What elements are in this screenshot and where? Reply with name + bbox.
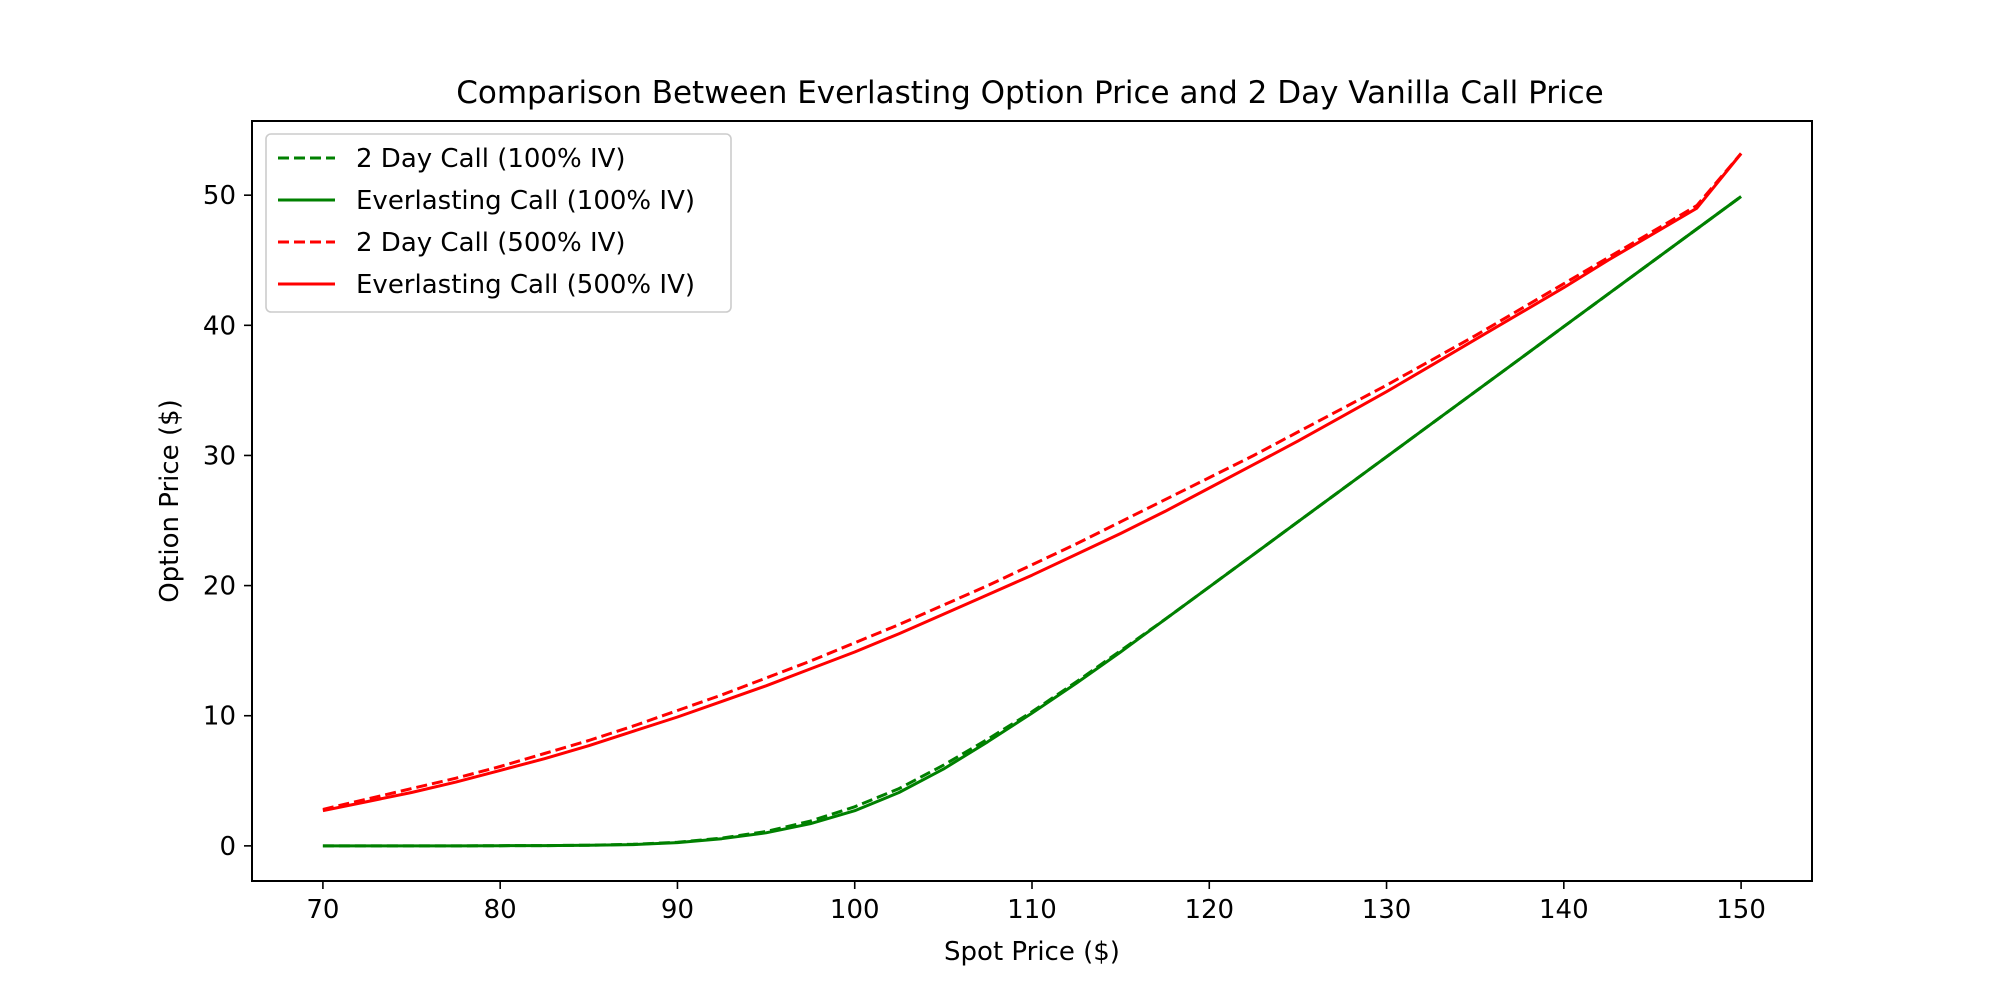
y-tick-label: 40	[203, 311, 236, 341]
legend-label-2: Everlasting Call (100% IV)	[356, 186, 695, 216]
y-tick-label: 50	[203, 181, 236, 211]
x-tick-label: 140	[1539, 895, 1589, 925]
legend-label-3: 2 Day Call (500% IV)	[356, 228, 626, 258]
y-tick-label: 30	[203, 441, 236, 471]
x-tick-label: 80	[484, 895, 517, 925]
x-axis-label: Spot Price ($)	[944, 937, 1120, 967]
legend: 2 Day Call (100% IV) Everlasting Call (10…	[265, 133, 732, 313]
legend-label-1: 2 Day Call (100% IV)	[356, 144, 626, 174]
series-line-2	[322, 195, 1742, 848]
y-tick-label: 20	[203, 572, 236, 602]
x-tick-label: 150	[1716, 895, 1766, 925]
y-axis: 0 10 20 30 40 50	[203, 181, 252, 862]
plot-area	[322, 152, 1743, 848]
legend-box	[265, 133, 732, 313]
x-tick-label: 130	[1362, 895, 1412, 925]
x-tick-label: 120	[1184, 895, 1234, 925]
series-line-4	[322, 152, 1743, 813]
x-tick-label: 70	[306, 895, 339, 925]
x-tick-label: 110	[1007, 895, 1057, 925]
x-axis: 70 80 90 100 110 120 130 140 150	[306, 881, 1766, 925]
x-tick-label: 100	[830, 895, 880, 925]
chart-title: Comparison Between Everlasting Option Pr…	[456, 75, 1604, 111]
legend-label-4: Everlasting Call (500% IV)	[356, 270, 695, 300]
y-tick-label: 10	[203, 702, 236, 732]
series-line-3	[322, 152, 1743, 811]
y-axis-label: Option Price ($)	[155, 399, 185, 603]
y-tick-label: 0	[219, 832, 236, 862]
x-tick-label: 90	[661, 895, 694, 925]
